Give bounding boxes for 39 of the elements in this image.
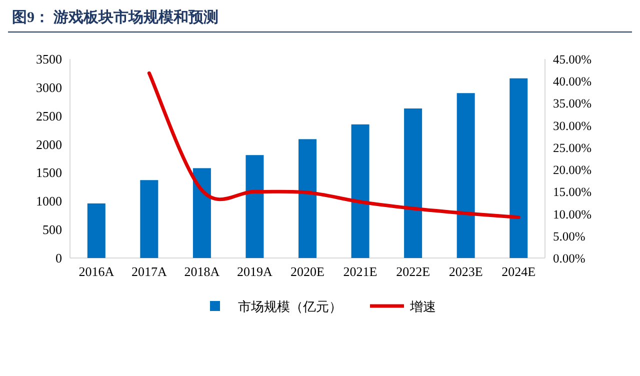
x-tick-label: 2024E: [502, 264, 536, 279]
legend-label: 增速: [409, 299, 436, 314]
y-tick-label: 2500: [36, 108, 62, 124]
x-tick-label: 2023E: [448, 264, 483, 279]
bar: [192, 168, 211, 258]
bar: [510, 78, 528, 258]
chart-title: 图9： 游戏板块市场规模和预测: [12, 8, 218, 26]
y2-tick-label: 25.00%: [553, 140, 592, 155]
x-tick-label: 2016A: [78, 264, 115, 279]
y2-tick-label: 45.00%: [553, 52, 592, 66]
y2-tick-label: 0.00%: [553, 252, 586, 266]
y2-tick-label: 15.00%: [553, 185, 592, 200]
x-tick-label: 2019A: [237, 264, 274, 279]
y-tick-label: 1000: [36, 194, 62, 209]
y2-tick-label: 30.00%: [553, 118, 592, 133]
y2-tick-label: 20.00%: [553, 163, 592, 178]
y-tick-label: 1500: [36, 165, 62, 180]
y2-tick-label: 40.00%: [553, 74, 592, 89]
x-tick-label: 2020E: [290, 264, 325, 279]
y2-tick-label: 35.00%: [553, 96, 592, 111]
bar: [298, 139, 316, 258]
y-tick-label: 3500: [36, 52, 62, 66]
y-tick-label: 500: [42, 222, 62, 238]
bar: [140, 180, 158, 258]
y2-tick-label: 10.00%: [553, 207, 592, 222]
y2-tick-label: 5.00%: [553, 229, 586, 244]
bar: [246, 155, 264, 258]
x-tick-label: 2021E: [343, 264, 378, 279]
bar: [87, 203, 106, 258]
y-tick-label: 3000: [36, 80, 62, 95]
x-tick-label: 2022E: [396, 264, 430, 279]
x-tick-label: 2017A: [131, 264, 168, 279]
bar: [351, 124, 370, 258]
y-tick-label: 2000: [36, 136, 62, 152]
legend-label: 市场规模（亿元）: [238, 299, 342, 314]
x-tick-label: 2018A: [184, 264, 220, 279]
y-tick-label: 0: [56, 250, 62, 266]
bar: [456, 93, 475, 258]
bar: [404, 108, 422, 258]
